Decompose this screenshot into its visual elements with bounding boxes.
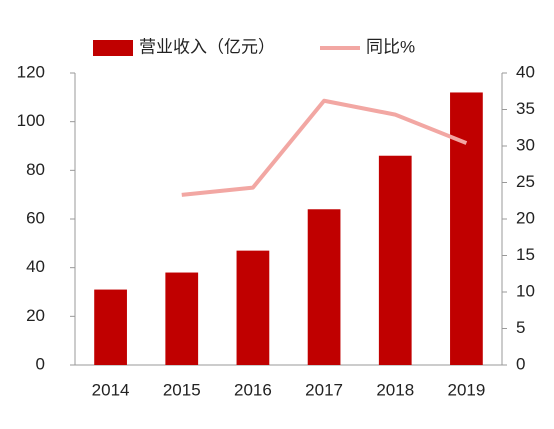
x-tick-label: 2015 (163, 380, 201, 399)
bar (236, 250, 270, 365)
y-tick-label: 60 (26, 208, 45, 227)
y-tick-label: 120 (17, 62, 45, 81)
y-tick-label: 80 (26, 160, 45, 179)
y-tick-label: 20 (26, 306, 45, 325)
y2-tick-label: 30 (516, 135, 535, 154)
y2-tick-label: 5 (516, 318, 525, 337)
y2-tick-label: 35 (516, 99, 535, 118)
y2-tick-label: 10 (516, 281, 535, 300)
bar (165, 272, 199, 365)
bar (378, 155, 412, 365)
legend-swatch (93, 40, 133, 56)
x-tick-label: 2014 (92, 380, 130, 399)
x-tick-label: 2018 (376, 380, 414, 399)
y-tick-label: 100 (17, 111, 45, 130)
y2-tick-label: 25 (516, 172, 535, 191)
bar (307, 209, 341, 365)
line (181, 98, 468, 197)
y2-tick-label: 40 (516, 62, 535, 81)
x-tick-label: 2016 (234, 380, 272, 399)
x-tick-label: 2017 (305, 380, 343, 399)
legend-label: 同比% (366, 37, 415, 56)
legend-label: 营业收入（亿元） (139, 37, 275, 56)
bar (450, 92, 483, 365)
y-tick-label: 40 (26, 257, 45, 276)
y2-tick-label: 0 (516, 354, 525, 373)
y2-tick-label: 20 (516, 208, 535, 227)
y2-tick-label: 15 (516, 245, 535, 264)
bar (94, 289, 127, 365)
x-tick-label: 2019 (448, 380, 486, 399)
y-tick-label: 0 (36, 354, 45, 373)
